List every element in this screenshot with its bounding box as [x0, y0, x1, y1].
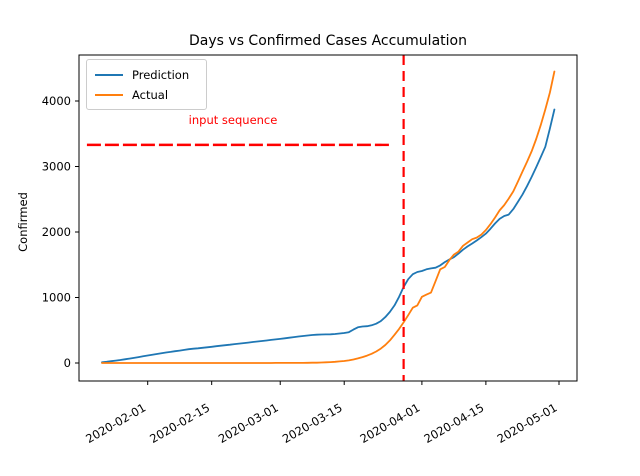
y-tick-label: 1000 — [42, 291, 71, 305]
legend-item-prediction: Prediction — [87, 65, 206, 85]
x-tick-label: 2020-03-01 — [216, 400, 281, 446]
y-axis-label: Confirmed — [16, 192, 30, 252]
x-tick-label: 2020-03-15 — [280, 400, 345, 446]
x-tick-label: 2020-04-15 — [421, 400, 486, 446]
x-tick-label: 2020-02-01 — [83, 400, 148, 446]
x-tick-label: 2020-02-15 — [147, 400, 212, 446]
legend-item-actual: Actual — [87, 85, 206, 105]
x-tick-label: 2020-04-01 — [358, 400, 423, 446]
input-sequence-annotation: input sequence — [188, 113, 278, 127]
chart-title: Days vs Confirmed Cases Accumulation — [189, 33, 467, 49]
actual-line-swatch — [95, 94, 123, 96]
x-tick-label: 2020-05-01 — [495, 400, 560, 446]
y-tick-label: 3000 — [42, 160, 71, 174]
prediction-line-swatch — [95, 74, 123, 76]
axes-frame — [78, 54, 578, 382]
legend: Prediction Actual — [86, 59, 207, 110]
legend-label-prediction: Prediction — [132, 68, 190, 82]
y-tick-label: 2000 — [42, 225, 71, 239]
y-tick-label: 0 — [64, 356, 71, 370]
prediction-line — [101, 108, 556, 364]
legend-label-actual: Actual — [132, 88, 169, 102]
y-tick-label: 4000 — [42, 94, 71, 108]
actual-line — [101, 70, 556, 364]
